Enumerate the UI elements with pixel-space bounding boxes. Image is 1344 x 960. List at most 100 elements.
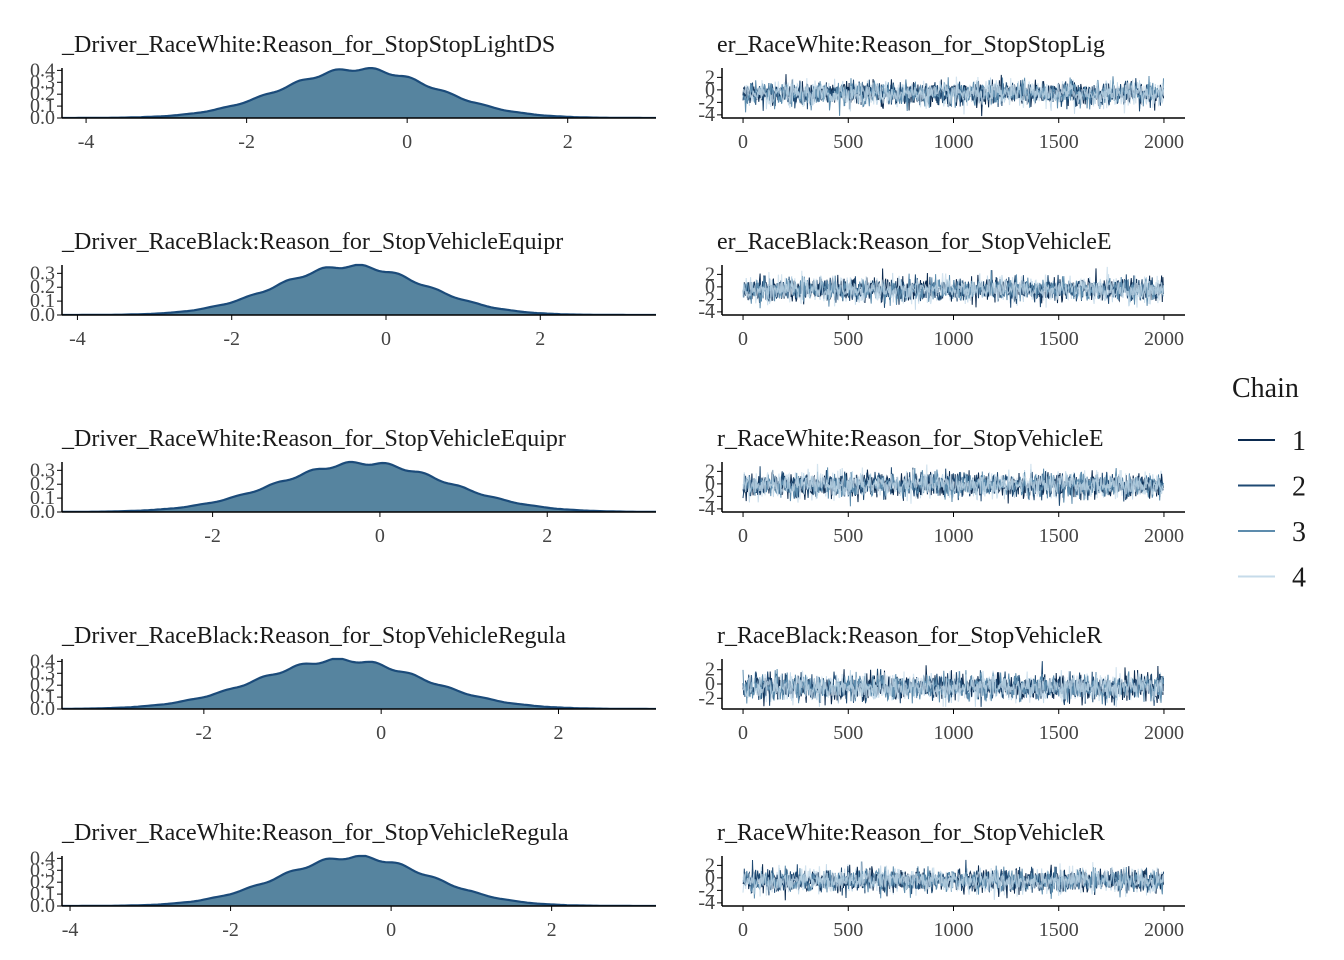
trace-chain-4 — [742, 463, 1164, 504]
legend-title: Chain — [1232, 373, 1299, 404]
y-tick-label: 0.0 — [30, 895, 55, 917]
y-tick-label: -4 — [698, 104, 715, 126]
x-tick-label: -2 — [222, 919, 239, 941]
panel-title: er_RaceWhite:Reason_for_StopStopLig — [717, 32, 1105, 58]
y-tick-label: 0.2 — [30, 674, 55, 696]
panel-title: _Driver_RaceBlack:Reason_for_StopVehicle… — [61, 623, 566, 649]
trace-chain-4 — [742, 667, 1164, 707]
x-tick-label: 1000 — [934, 328, 974, 350]
panel-title: er_RaceBlack:Reason_for_StopVehicleE — [717, 229, 1112, 255]
y-tick-label: 2 — [705, 854, 715, 876]
x-tick-label: -4 — [78, 131, 95, 153]
x-tick-label: 1500 — [1039, 328, 1079, 350]
panel-l-5: _Driver_RaceWhite:Reason_for_StopVehicle… — [30, 820, 656, 941]
y-tick-label: 0.4 — [30, 650, 55, 672]
y-tick-label: 0.0 — [30, 304, 55, 326]
x-tick-label: 0 — [738, 722, 748, 744]
y-tick-label: -4 — [698, 301, 715, 323]
x-tick-label: 2 — [563, 131, 573, 153]
y-tick-label: -2 — [698, 879, 715, 901]
x-tick-label: 500 — [833, 328, 863, 350]
x-tick-label: 0 — [375, 525, 385, 547]
y-tick-label: 0.1 — [30, 95, 55, 117]
y-tick-label: 0.3 — [30, 859, 55, 881]
y-tick-label: 0 — [705, 673, 715, 695]
trace-chain-4 — [742, 861, 1165, 897]
x-tick-label: 2000 — [1144, 328, 1184, 350]
x-tick-label: 1000 — [934, 722, 974, 744]
panel-l-4: _Driver_RaceBlack:Reason_for_StopVehicle… — [30, 623, 656, 744]
x-tick-label: 0 — [738, 131, 748, 153]
y-tick-label: 0.2 — [30, 871, 55, 893]
panel-title: _Driver_RaceWhite:Reason_for_StopStopLig… — [61, 32, 555, 58]
y-tick-label: -2 — [698, 91, 715, 113]
x-tick-label: 500 — [833, 919, 863, 941]
y-tick-label: -2 — [698, 485, 715, 507]
x-tick-label: 1500 — [1039, 919, 1079, 941]
x-tick-label: 1500 — [1039, 131, 1079, 153]
x-tick-label: 0 — [738, 919, 748, 941]
panel-r-2: er_RaceBlack:Reason_for_StopVehicleE -4-2… — [698, 229, 1185, 350]
y-tick-label: 0 — [705, 867, 715, 889]
x-tick-label: -4 — [69, 328, 86, 350]
x-tick-label: 0 — [738, 525, 748, 547]
panel-r-1: er_RaceWhite:Reason_for_StopStopLig-4-20… — [698, 32, 1185, 153]
panel-title: r_RaceWhite:Reason_for_StopVehicleE — [717, 426, 1104, 452]
y-tick-label: 0.3 — [30, 262, 55, 284]
y-tick-label: 2 — [705, 66, 715, 88]
x-tick-label: 1000 — [934, 525, 974, 547]
x-tick-label: 2 — [542, 525, 552, 547]
x-tick-label: -2 — [204, 525, 221, 547]
y-tick-label: -2 — [698, 288, 715, 310]
density-line — [62, 854, 656, 906]
panel-r-3: r_RaceWhite:Reason_for_StopVehicleE-4-20… — [698, 426, 1185, 547]
x-tick-label: 2 — [547, 919, 557, 941]
y-tick-label: 0.3 — [30, 662, 55, 684]
x-tick-label: -2 — [223, 328, 240, 350]
x-tick-label: 2000 — [1144, 919, 1184, 941]
y-tick-label: 2 — [705, 460, 715, 482]
x-tick-label: 1500 — [1039, 525, 1079, 547]
panel-l-1: _Driver_RaceWhite:Reason_for_StopStopLig… — [30, 32, 656, 153]
x-tick-label: 1000 — [934, 919, 974, 941]
chain-legend: Chain 1 2 3 4 — [1232, 373, 1306, 594]
y-tick-label: 0 — [705, 276, 715, 298]
panel-title: _Driver_RaceBlack:Reason_for_StopVehicle… — [61, 229, 563, 255]
x-tick-label: 0 — [386, 919, 396, 941]
y-tick-label: 0.0 — [30, 698, 55, 720]
y-tick-label: 0.4 — [30, 59, 55, 81]
density-area — [62, 659, 656, 709]
density-line — [62, 67, 656, 118]
trace-chain-4 — [742, 76, 1165, 114]
y-tick-label: -2 — [698, 687, 715, 709]
legend-label-2: 2 — [1292, 472, 1306, 503]
panel-title: _Driver_RaceWhite:Reason_for_StopVehicle… — [61, 820, 569, 846]
x-tick-label: 2000 — [1144, 525, 1184, 547]
x-tick-label: 0 — [376, 722, 386, 744]
density-line — [62, 263, 656, 315]
y-tick-label: 0.3 — [30, 71, 55, 93]
trace-chain-4 — [742, 266, 1165, 308]
density-area — [62, 856, 656, 906]
legend-label-1: 1 — [1292, 426, 1306, 457]
density-area — [62, 462, 656, 512]
y-tick-label: 0 — [705, 79, 715, 101]
y-tick-label: 2 — [705, 263, 715, 285]
y-tick-label: 0.1 — [30, 487, 55, 509]
x-tick-label: -2 — [238, 131, 255, 153]
x-tick-label: 2 — [553, 722, 563, 744]
x-tick-label: 1000 — [934, 131, 974, 153]
panel-title: r_RaceWhite:Reason_for_StopVehicleR — [717, 820, 1105, 846]
y-tick-label: 0.2 — [30, 473, 55, 495]
y-tick-label: 2 — [705, 659, 715, 681]
x-tick-label: 1500 — [1039, 722, 1079, 744]
x-tick-label: 500 — [833, 131, 863, 153]
panel-title: r_RaceBlack:Reason_for_StopVehicleR — [717, 623, 1102, 649]
y-tick-label: -4 — [698, 892, 715, 914]
x-tick-label: 0 — [402, 131, 412, 153]
y-tick-label: 0.2 — [30, 83, 55, 105]
y-tick-label: 0.3 — [30, 459, 55, 481]
x-tick-label: 2000 — [1144, 722, 1184, 744]
y-tick-label: 0 — [705, 473, 715, 495]
legend-label-3: 3 — [1292, 517, 1306, 548]
